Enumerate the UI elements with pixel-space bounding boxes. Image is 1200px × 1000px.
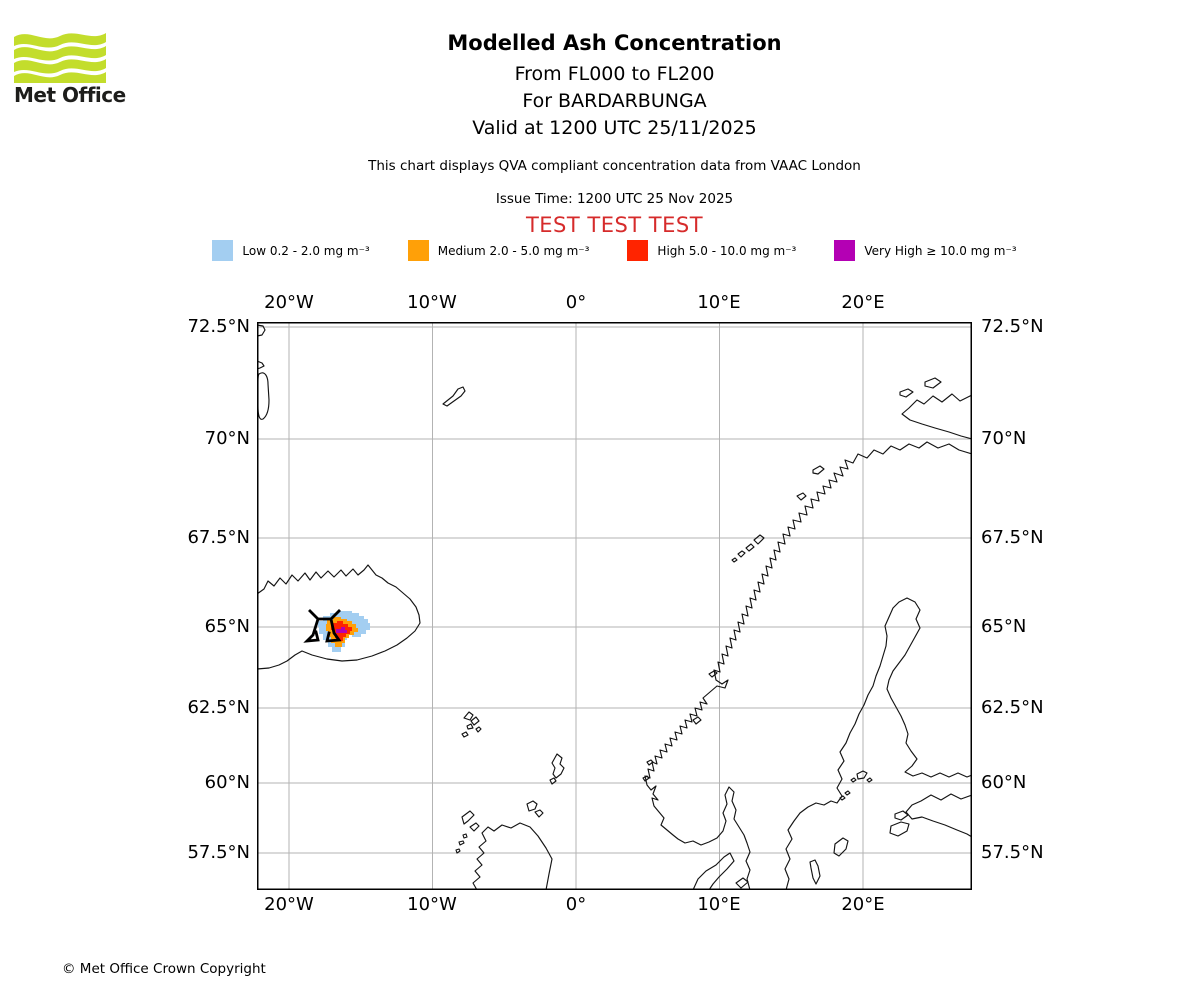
- lat-tick-left-67-5: 67.5°N: [187, 527, 250, 548]
- coast-jan-mayen: [442, 386, 466, 407]
- page-title: Modelled Ash Concentration: [447, 31, 782, 55]
- medium-swatch: [407, 240, 429, 261]
- coast-hebrides: [455, 810, 480, 854]
- met-office-logo-text: Met Office: [14, 83, 126, 107]
- coast-iceland: [257, 564, 421, 670]
- lon-tick-bottom-20e: 20°E: [841, 894, 885, 915]
- lon-tick-bottom-20w: 20°W: [264, 894, 314, 915]
- ash-layer-very-high: [336, 627, 347, 633]
- medium-label: Medium 2.0 - 5.0 mg m⁻³: [437, 243, 590, 258]
- coast-oland: [809, 859, 821, 885]
- high-swatch: [627, 240, 649, 261]
- legend-item-medium: Medium 2.0 - 5.0 mg m⁻³: [407, 240, 590, 261]
- chart-description: This chart displays QVA compliant concen…: [368, 158, 861, 174]
- lon-tick-bottom-10e: 10°E: [697, 894, 741, 915]
- coast-shetland: [551, 753, 565, 779]
- lat-tick-right-72-5: 72.5°N: [981, 316, 1044, 337]
- subtitle-volcano: For BARDARBUNGA: [522, 90, 707, 112]
- coast-greenland: [257, 324, 266, 337]
- test-banner: TEST TEST TEST: [525, 213, 704, 237]
- coast-faroes: [461, 711, 482, 738]
- subtitle-block: From FL000 to FL200 For BARDARBUNGA Vali…: [29, 61, 1200, 142]
- coast-baltic: [784, 597, 972, 890]
- coast-aland: [856, 770, 868, 780]
- lon-tick-top-20w: 20°W: [264, 292, 314, 313]
- lon-tick-bottom-0: 0°: [565, 894, 587, 915]
- subtitle-valid-time: Valid at 1200 UTC 25/11/2025: [472, 117, 757, 139]
- map-canvas: [257, 322, 972, 890]
- lon-tick-top-20e: 20°E: [841, 292, 885, 313]
- lat-tick-right-70: 70°N: [981, 428, 1027, 449]
- lat-tick-left-72-5: 72.5°N: [187, 316, 250, 337]
- coast-scotland: [472, 822, 553, 890]
- coast-norway-north: [901, 393, 972, 440]
- legend-item-very-high: Very High ≥ 10.0 mg m⁻³: [834, 240, 1017, 261]
- lat-tick-right-60: 60°N: [981, 772, 1027, 793]
- subtitle-flight-levels: From FL000 to FL200: [514, 63, 715, 85]
- lat-tick-right-57-5: 57.5°N: [981, 842, 1044, 863]
- coast-lofoten: [731, 534, 765, 563]
- low-label: Low 0.2 - 2.0 mg m⁻³: [242, 243, 370, 258]
- volcano-marker: [303, 609, 342, 643]
- legend-item-high: High 5.0 - 10.0 mg m⁻³: [627, 240, 796, 261]
- graticule: [257, 322, 972, 890]
- lat-tick-left-70: 70°N: [204, 428, 250, 449]
- coastlines: [257, 324, 972, 890]
- high-label: High 5.0 - 10.0 mg m⁻³: [657, 243, 797, 258]
- map-border: [257, 322, 972, 890]
- met-office-logo-waves: [14, 33, 106, 83]
- lat-tick-left-60: 60°N: [204, 772, 250, 793]
- lat-tick-left-57-5: 57.5°N: [187, 842, 250, 863]
- coast-denmark: [692, 852, 735, 890]
- low-swatch: [212, 240, 234, 261]
- lat-tick-right-67-5: 67.5°N: [981, 527, 1044, 548]
- ash-concentration-map: [257, 322, 972, 890]
- lat-tick-left-62-5: 62.5°N: [187, 697, 250, 718]
- lon-tick-top-10w: 10°W: [407, 292, 457, 313]
- very-high-label: Very High ≥ 10.0 mg m⁻³: [864, 243, 1017, 258]
- very-high-swatch: [834, 240, 856, 261]
- lat-tick-right-65: 65°N: [981, 616, 1027, 637]
- lon-tick-top-10e: 10°E: [697, 292, 741, 313]
- lon-tick-top-0: 0°: [565, 292, 587, 313]
- coast-estonia: [905, 793, 972, 838]
- issue-time: Issue Time: 1200 UTC 25 Nov 2025: [495, 191, 734, 207]
- ash-plume: [318, 611, 370, 652]
- coast-norway-west: [644, 441, 972, 890]
- lon-tick-bottom-10w: 10°W: [407, 894, 457, 915]
- met-office-logo: Met Office: [14, 27, 126, 107]
- lat-tick-left-65: 65°N: [204, 616, 250, 637]
- coast-gotland: [833, 837, 849, 857]
- legend-item-low: Low 0.2 - 2.0 mg m⁻³: [212, 240, 370, 261]
- coast-orkney: [526, 800, 538, 812]
- legend: Low 0.2 - 2.0 mg m⁻³ Medium 2.0 - 5.0 mg…: [29, 240, 1200, 261]
- copyright-notice: © Met Office Crown Copyright: [62, 961, 266, 977]
- lat-tick-right-62-5: 62.5°N: [981, 697, 1044, 718]
